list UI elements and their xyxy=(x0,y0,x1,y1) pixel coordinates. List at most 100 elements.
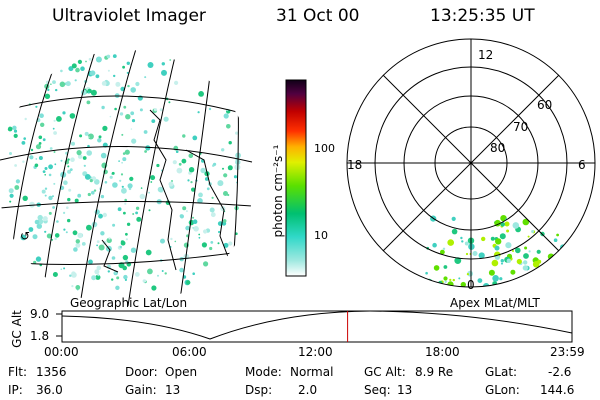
lat-label-70: 70 xyxy=(513,120,529,134)
speckle-dot xyxy=(48,173,52,177)
speckle-dot xyxy=(458,277,461,280)
speckle-dot xyxy=(188,153,194,159)
speckle-dot xyxy=(77,193,82,198)
speckle-dot xyxy=(107,69,110,72)
speckle-dot xyxy=(9,152,12,155)
lat-label-80: 80 xyxy=(490,141,506,155)
speckle-dot xyxy=(22,160,25,163)
speckle-dot xyxy=(206,187,210,191)
speckle-dot xyxy=(28,227,34,232)
speckle-dot xyxy=(67,169,72,174)
speckle-dot xyxy=(522,265,529,271)
speckle-dot xyxy=(71,63,77,69)
speckle-dot xyxy=(13,133,18,138)
speckle-dot xyxy=(15,179,20,184)
speckle-dot xyxy=(95,274,101,280)
speckle-dot xyxy=(425,271,428,275)
speckle-dot xyxy=(93,189,97,192)
speckle-dot xyxy=(75,67,80,73)
speckle-dot xyxy=(114,272,117,274)
speckle-dot xyxy=(107,270,111,273)
speckle-dot xyxy=(478,252,485,259)
speckle-dot xyxy=(464,241,469,246)
speckle-dot xyxy=(88,259,93,265)
speckle-dot xyxy=(108,237,111,240)
speckle-dot xyxy=(197,198,203,204)
speckle-dot xyxy=(98,244,105,251)
speckle-dot xyxy=(76,150,82,156)
speckle-dot xyxy=(531,230,535,233)
speckle-dot xyxy=(86,224,92,231)
speckle-dot xyxy=(115,81,121,87)
speckle-dot xyxy=(38,142,42,145)
speckle-dot xyxy=(449,278,452,281)
speckle-dot xyxy=(163,116,169,122)
speckle-dot xyxy=(451,216,456,221)
speckle-dot xyxy=(494,219,501,227)
speckle-dot xyxy=(70,157,75,162)
speckle-dot xyxy=(124,149,130,155)
speckle-dot xyxy=(44,187,48,190)
speckle-dot xyxy=(534,272,537,275)
speckle-dot xyxy=(510,269,516,275)
speckle-dot xyxy=(35,144,42,150)
speckle-dot xyxy=(123,211,126,215)
speckle-dot xyxy=(467,270,473,277)
speckle-dot xyxy=(126,71,129,74)
speckle-dot xyxy=(69,168,73,172)
speckle-dot xyxy=(218,230,221,234)
speckle-dot xyxy=(59,81,66,88)
speckle-dot xyxy=(198,91,205,97)
speckle-dot xyxy=(42,138,46,142)
speckle-dot xyxy=(100,152,107,159)
speckle-dot xyxy=(71,272,77,278)
speckle-dot xyxy=(176,167,183,174)
gc-alt-axis-label: GC Alt xyxy=(10,310,24,348)
speckle-dot xyxy=(150,175,156,181)
speckle-dot xyxy=(66,206,69,209)
speckle-dot xyxy=(174,80,179,85)
speckle-dot xyxy=(124,198,127,202)
speckle-dot xyxy=(14,164,17,167)
speckle-dot xyxy=(102,125,108,131)
speckle-dot xyxy=(125,232,128,236)
mlt-label-0: 0 xyxy=(467,278,475,292)
speckle-dot xyxy=(77,59,82,64)
speckle-dot xyxy=(222,219,227,223)
speckle-dot xyxy=(54,163,57,166)
speckle-dot xyxy=(115,285,120,290)
speckle-dot xyxy=(118,160,120,162)
ip-value: 36.0 xyxy=(36,383,63,397)
speckle-dot xyxy=(79,134,83,138)
app-title: Ultraviolet Imager xyxy=(52,6,206,26)
speckle-dot xyxy=(119,245,123,249)
speckle-dot xyxy=(192,227,195,229)
speckle-dot xyxy=(221,148,225,152)
speckle-dot xyxy=(217,242,220,245)
speckle-dot xyxy=(432,242,437,248)
speckle-dot xyxy=(67,158,70,161)
polar-emission-speckle xyxy=(425,215,566,287)
speckle-dot xyxy=(100,231,105,236)
speckle-dot xyxy=(514,286,517,287)
speckle-dot xyxy=(223,113,229,119)
speckle-dot xyxy=(210,241,214,244)
speckle-dot xyxy=(144,150,148,153)
speckle-dot xyxy=(523,260,528,265)
speckle-dot xyxy=(48,164,53,170)
speckle-dot xyxy=(84,174,91,180)
speckle-dot xyxy=(121,187,127,194)
speckle-dot xyxy=(169,59,172,61)
speckle-dot xyxy=(120,240,126,246)
speckle-dot xyxy=(153,108,158,112)
speckle-dot xyxy=(472,251,478,256)
ip-label: IP: xyxy=(8,383,23,397)
speckle-dot xyxy=(433,265,440,271)
speckle-dot xyxy=(192,135,198,141)
speckle-dot xyxy=(120,173,124,176)
speckle-dot xyxy=(560,244,566,251)
speckle-dot xyxy=(135,206,140,210)
speckle-dot xyxy=(156,163,160,168)
door-value: Open xyxy=(165,365,198,379)
speckle-dot xyxy=(139,193,145,200)
